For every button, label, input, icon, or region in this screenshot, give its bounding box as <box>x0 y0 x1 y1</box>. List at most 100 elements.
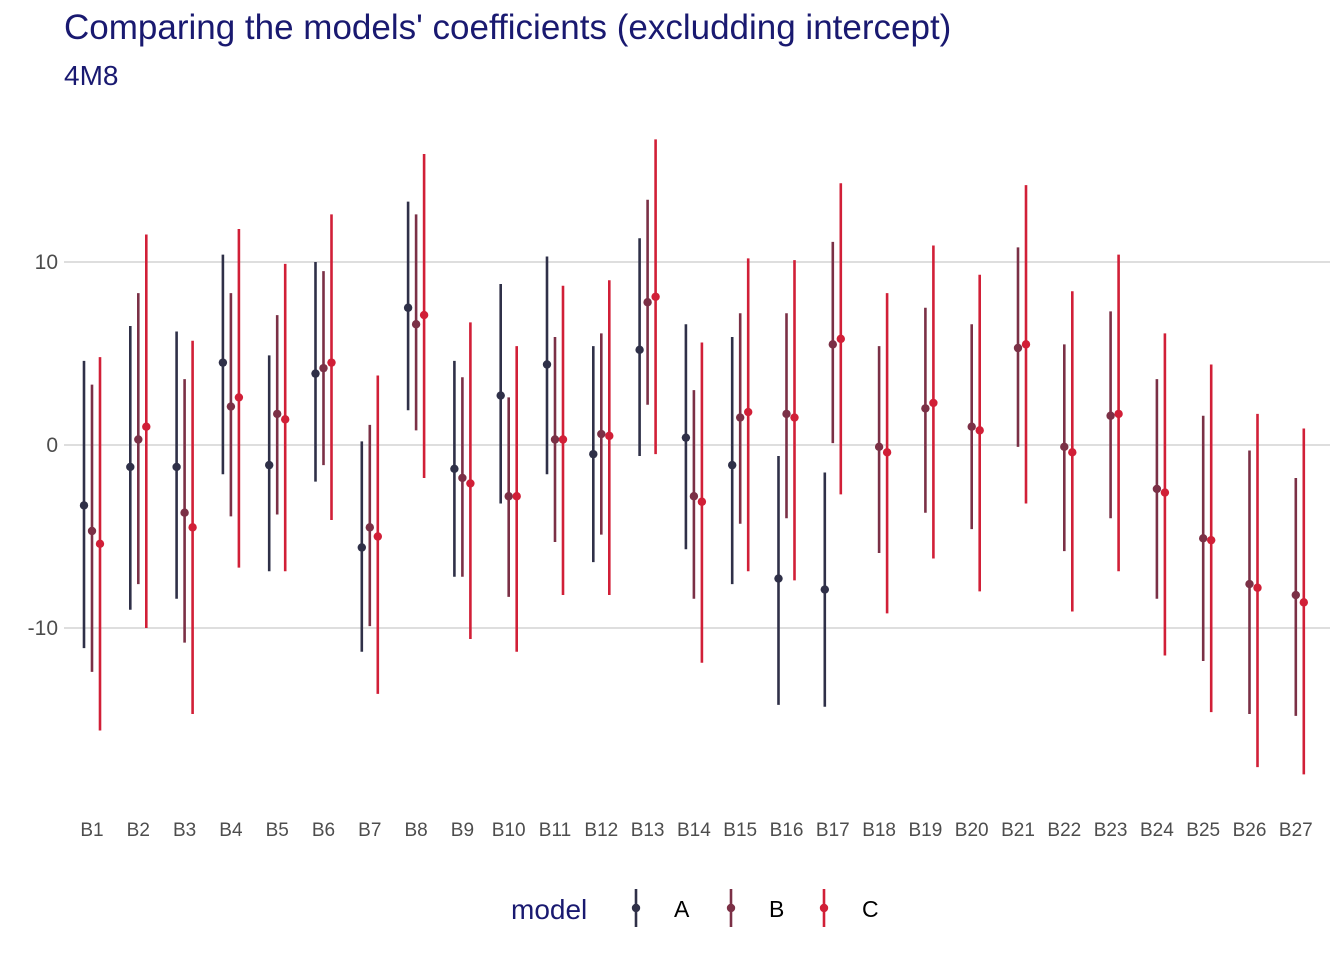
legend-label-b: B <box>769 896 784 922</box>
legend-key-point <box>631 903 641 913</box>
estimate-point-c <box>558 435 568 444</box>
estimate-point-a <box>542 360 552 369</box>
estimate-point-a <box>265 460 274 470</box>
x-tick-label: B17 <box>816 820 850 841</box>
estimate-point-a <box>218 358 228 367</box>
estimate-point-c <box>234 393 244 402</box>
estimate-point-a <box>728 460 737 470</box>
estimate-point-b <box>874 442 884 452</box>
x-tick-label: B5 <box>266 820 289 841</box>
estimate-point-b <box>550 435 560 444</box>
estimate-point-c <box>975 426 984 435</box>
estimate-point-a <box>589 449 598 459</box>
estimate-point-c <box>790 413 799 422</box>
estimate-point-c <box>188 523 197 532</box>
estimate-point-c <box>605 431 614 441</box>
estimate-point-b <box>1013 343 1023 353</box>
estimate-point-b <box>365 523 374 532</box>
x-tick-label: B27 <box>1279 820 1313 841</box>
x-tick-label: B16 <box>770 820 804 841</box>
estimate-point-c <box>1160 488 1170 497</box>
estimate-point-b <box>643 298 652 307</box>
estimate-point-b <box>319 363 328 373</box>
estimate-point-c <box>281 415 290 424</box>
x-tick-label: B12 <box>584 820 618 841</box>
estimate-point-b <box>504 492 513 501</box>
x-tick-label: B24 <box>1140 820 1174 841</box>
estimate-point-c <box>697 497 707 506</box>
estimate-point-c <box>327 358 336 367</box>
chart-subtitle: 4M8 <box>64 60 119 91</box>
estimate-point-b <box>597 429 606 439</box>
y-tick-label: -10 <box>28 617 58 640</box>
estimate-point-a <box>774 574 783 583</box>
estimate-point-c <box>142 422 151 431</box>
estimate-point-c <box>1253 583 1262 592</box>
estimate-point-a <box>79 501 89 510</box>
estimate-point-b <box>458 473 467 483</box>
estimate-point-b <box>1060 442 1069 452</box>
estimate-point-c <box>1299 598 1309 607</box>
estimate-point-b <box>921 404 930 413</box>
estimate-point-b <box>411 320 421 329</box>
x-tick-label: B18 <box>862 820 896 841</box>
estimate-point-c <box>882 448 892 457</box>
estimate-point-c <box>836 334 845 344</box>
estimate-point-b <box>1291 590 1301 600</box>
estimate-point-a <box>681 433 691 442</box>
estimate-point-b <box>180 508 189 517</box>
x-tick-label: B20 <box>955 820 989 841</box>
x-tick-label: B15 <box>723 820 757 841</box>
x-tick-label: B7 <box>358 820 381 841</box>
chart-title: Comparing the models' coefficients (excl… <box>64 8 952 47</box>
x-tick-label: B9 <box>451 820 474 841</box>
estimate-point-a <box>357 543 366 552</box>
estimate-point-c <box>95 539 105 549</box>
x-tick-label: B2 <box>127 820 150 841</box>
x-tick-label: B11 <box>539 820 571 841</box>
x-tick-label: B25 <box>1186 820 1220 841</box>
x-tick-label: B23 <box>1094 820 1128 841</box>
x-tick-label: B26 <box>1233 820 1267 841</box>
estimate-point-b <box>273 409 282 419</box>
estimate-point-a <box>403 303 413 312</box>
estimate-point-c <box>1068 448 1077 457</box>
estimate-point-c <box>744 407 753 417</box>
estimate-point-c <box>1207 535 1216 545</box>
estimate-point-b <box>828 340 837 349</box>
x-tick-label: B10 <box>492 820 526 841</box>
estimate-point-a <box>172 462 181 472</box>
estimate-point-b <box>1245 579 1254 589</box>
estimate-point-c <box>1114 409 1123 419</box>
y-tick-label: 10 <box>35 251 58 274</box>
estimate-point-b <box>134 435 143 444</box>
x-tick-label: B22 <box>1047 820 1081 841</box>
x-tick-label: B1 <box>80 820 103 841</box>
estimate-point-a <box>311 369 320 378</box>
estimate-point-c <box>651 292 660 301</box>
legend-label-c: C <box>862 896 879 922</box>
estimate-point-b <box>1152 484 1162 494</box>
estimate-point-c <box>466 479 475 488</box>
legend-key-point <box>726 903 736 913</box>
x-tick-label: B6 <box>312 820 335 841</box>
estimate-point-a <box>496 391 505 400</box>
x-tick-label: B3 <box>173 820 196 841</box>
estimate-point-c <box>373 532 382 541</box>
x-tick-label: B14 <box>677 820 711 841</box>
x-tick-label: B19 <box>908 820 942 841</box>
estimate-point-a <box>126 462 135 472</box>
estimate-point-b <box>689 492 699 501</box>
estimate-point-c <box>929 398 938 408</box>
x-tick-label: B4 <box>219 820 243 841</box>
estimate-point-b <box>967 422 976 431</box>
legend-label-a: A <box>674 896 690 922</box>
estimate-point-c <box>419 310 429 320</box>
estimate-point-c <box>1021 340 1031 349</box>
estimate-point-b <box>736 413 745 422</box>
y-tick-label: 0 <box>46 434 58 457</box>
estimate-point-a <box>820 585 829 594</box>
legend-key-point <box>819 903 829 913</box>
estimate-point-a <box>450 464 459 473</box>
estimate-point-b <box>87 526 97 536</box>
